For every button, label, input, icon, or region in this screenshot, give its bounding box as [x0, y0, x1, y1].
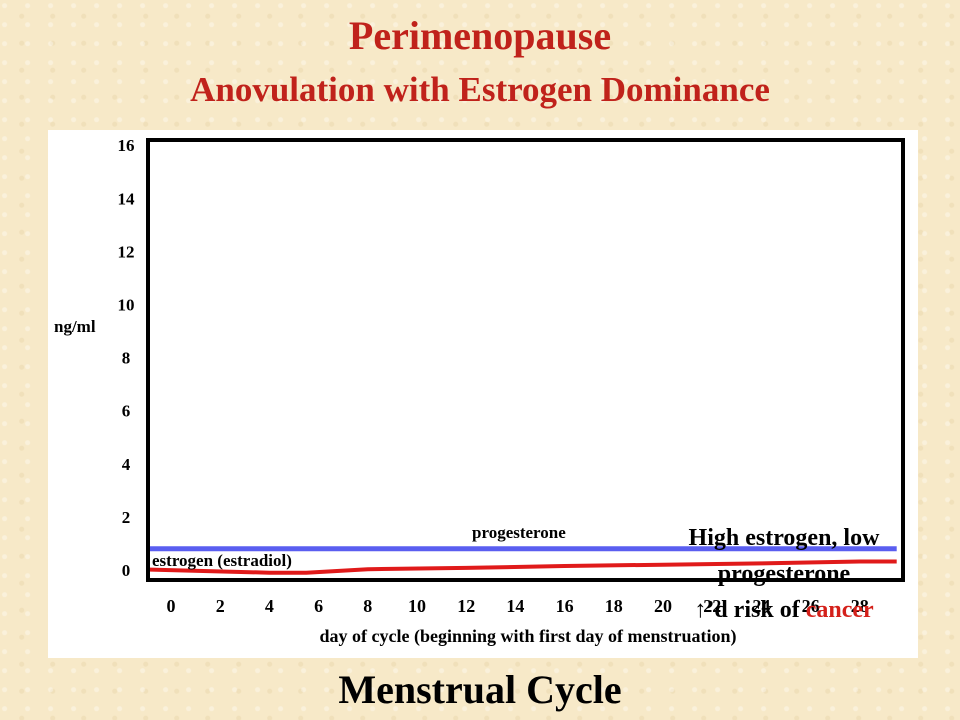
annotation-line-1: High estrogen, low [688, 525, 880, 551]
x-tick-label-16: 16 [556, 596, 574, 616]
y-tick-label-0: 0 [122, 561, 131, 580]
x-tick-label-28: 28 [851, 596, 869, 616]
x-tick-label-26: 26 [802, 596, 820, 616]
series-label-estrogen: estrogen (estradiol) [152, 551, 292, 570]
x-tick-label-0: 0 [167, 596, 176, 616]
y-tick-label-16: 16 [118, 136, 135, 155]
annotation-line-2: progesterone [717, 561, 851, 587]
x-tick-label-22: 22 [703, 596, 721, 616]
x-tick-label-20: 20 [654, 596, 672, 616]
y-tick-label-12: 12 [118, 242, 135, 261]
plot-frame [146, 138, 905, 582]
x-tick-label-14: 14 [506, 596, 524, 616]
annotation-line-3: ↑’d risk of cancer [634, 592, 934, 628]
x-tick-label-6: 6 [314, 596, 323, 616]
x-tick-label-2: 2 [216, 596, 225, 616]
x-axis-label: day of cycle (beginning with first day o… [320, 626, 737, 647]
series-line-estrogen [146, 559, 897, 575]
x-tick-label-4: 4 [265, 596, 274, 616]
up-arrow-icon: ↑ [694, 597, 707, 623]
page-title: Perimenopause [348, 13, 612, 58]
chart-footer-title: Menstrual Cycle [338, 667, 622, 712]
annotation-highlight-cancer: cancer [805, 597, 874, 623]
chart-panel: progesterone estrogen (estradiol) 0 2 4 6 8 10 1… [48, 130, 918, 658]
series-label-progesterone: progesterone [472, 523, 566, 542]
page-subtitle: Anovulation with Estrogen Dominance [190, 70, 770, 109]
y-tick-label-14: 14 [118, 189, 136, 208]
x-tick-label-10: 10 [408, 596, 426, 616]
y-tick-label-8: 8 [122, 349, 131, 368]
risk-annotation: High estrogen, low progesterone ↑’d risk… [634, 520, 934, 628]
y-tick-label-2: 2 [122, 508, 131, 527]
x-tick-label-8: 8 [363, 596, 372, 616]
y-tick-label-6: 6 [122, 402, 131, 421]
x-tick-label-18: 18 [605, 596, 623, 616]
y-tick-label-10: 10 [118, 296, 135, 315]
y-axis-label: ng/ml [54, 317, 96, 336]
annotation-line-3-text: ’d risk of [706, 597, 806, 623]
y-tick-label-4: 4 [122, 455, 131, 474]
x-tick-label-24: 24 [752, 596, 770, 616]
x-tick-label-12: 12 [457, 596, 475, 616]
